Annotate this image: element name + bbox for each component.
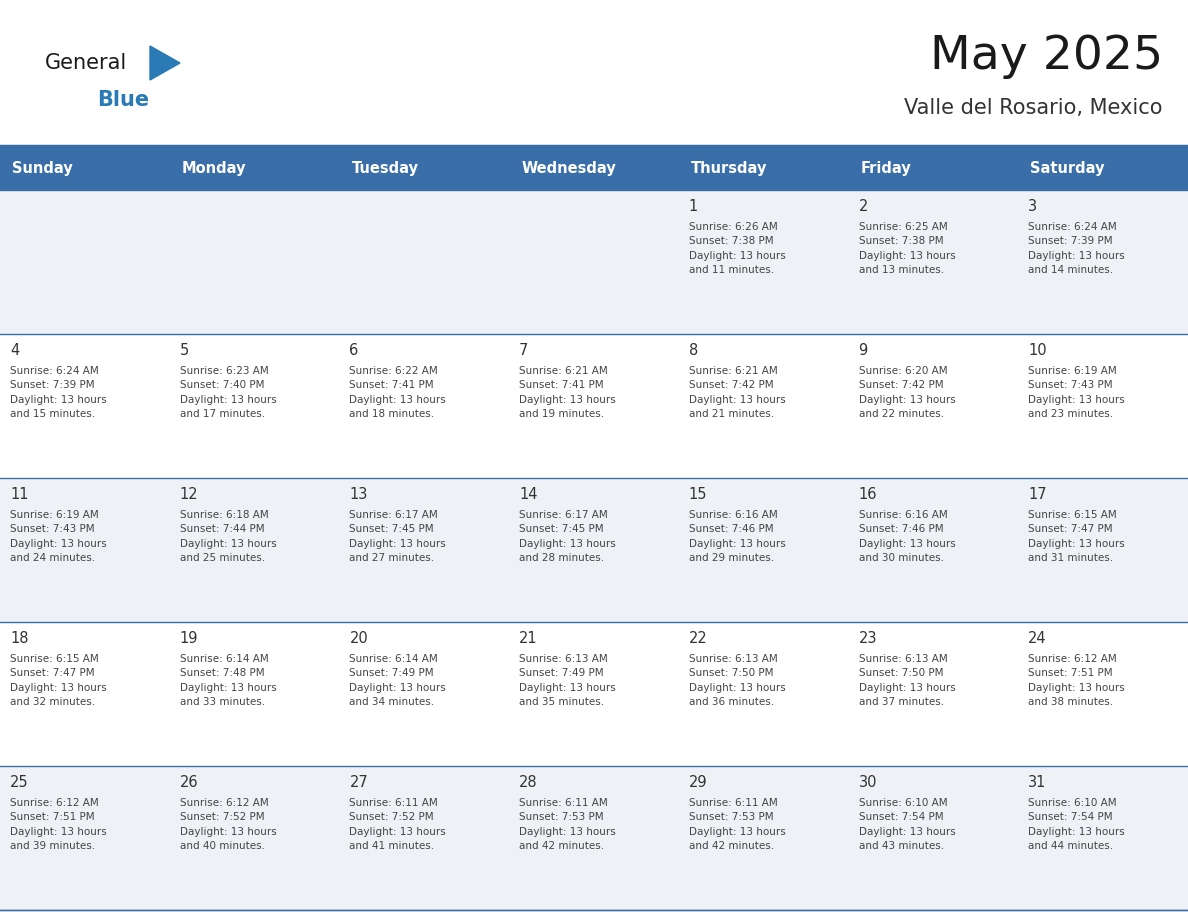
Text: General: General: [45, 53, 127, 73]
Text: 13: 13: [349, 487, 368, 502]
Text: 24: 24: [1029, 631, 1047, 646]
Text: Sunrise: 6:16 AM
Sunset: 7:46 PM
Daylight: 13 hours
and 30 minutes.: Sunrise: 6:16 AM Sunset: 7:46 PM Dayligh…: [859, 510, 955, 564]
Text: Sunrise: 6:10 AM
Sunset: 7:54 PM
Daylight: 13 hours
and 43 minutes.: Sunrise: 6:10 AM Sunset: 7:54 PM Dayligh…: [859, 798, 955, 851]
Text: Sunrise: 6:17 AM
Sunset: 7:45 PM
Daylight: 13 hours
and 27 minutes.: Sunrise: 6:17 AM Sunset: 7:45 PM Dayligh…: [349, 510, 447, 564]
Text: Sunrise: 6:15 AM
Sunset: 7:47 PM
Daylight: 13 hours
and 32 minutes.: Sunrise: 6:15 AM Sunset: 7:47 PM Dayligh…: [10, 654, 107, 707]
Text: Sunrise: 6:24 AM
Sunset: 7:39 PM
Daylight: 13 hours
and 15 minutes.: Sunrise: 6:24 AM Sunset: 7:39 PM Dayligh…: [10, 366, 107, 420]
Text: Blue: Blue: [97, 90, 150, 110]
Text: 3: 3: [1029, 199, 1037, 214]
Text: Valle del Rosario, Mexico: Valle del Rosario, Mexico: [904, 98, 1163, 118]
Text: 27: 27: [349, 775, 368, 790]
Text: Sunrise: 6:14 AM
Sunset: 7:49 PM
Daylight: 13 hours
and 34 minutes.: Sunrise: 6:14 AM Sunset: 7:49 PM Dayligh…: [349, 654, 447, 707]
Text: Sunrise: 6:17 AM
Sunset: 7:45 PM
Daylight: 13 hours
and 28 minutes.: Sunrise: 6:17 AM Sunset: 7:45 PM Dayligh…: [519, 510, 615, 564]
Text: May 2025: May 2025: [930, 33, 1163, 79]
Text: Sunrise: 6:11 AM
Sunset: 7:53 PM
Daylight: 13 hours
and 42 minutes.: Sunrise: 6:11 AM Sunset: 7:53 PM Dayligh…: [519, 798, 615, 851]
Text: 21: 21: [519, 631, 538, 646]
Text: 30: 30: [859, 775, 877, 790]
Text: Monday: Monday: [182, 161, 246, 175]
Text: Sunrise: 6:16 AM
Sunset: 7:46 PM
Daylight: 13 hours
and 29 minutes.: Sunrise: 6:16 AM Sunset: 7:46 PM Dayligh…: [689, 510, 785, 564]
Text: 15: 15: [689, 487, 707, 502]
Text: Sunrise: 6:14 AM
Sunset: 7:48 PM
Daylight: 13 hours
and 33 minutes.: Sunrise: 6:14 AM Sunset: 7:48 PM Dayligh…: [179, 654, 277, 707]
Text: 6: 6: [349, 343, 359, 358]
Text: Thursday: Thursday: [691, 161, 767, 175]
Bar: [0, 766, 1188, 910]
Text: Sunrise: 6:21 AM
Sunset: 7:41 PM
Daylight: 13 hours
and 19 minutes.: Sunrise: 6:21 AM Sunset: 7:41 PM Dayligh…: [519, 366, 615, 420]
Text: Sunrise: 6:13 AM
Sunset: 7:50 PM
Daylight: 13 hours
and 36 minutes.: Sunrise: 6:13 AM Sunset: 7:50 PM Dayligh…: [689, 654, 785, 707]
Text: Sunrise: 6:23 AM
Sunset: 7:40 PM
Daylight: 13 hours
and 17 minutes.: Sunrise: 6:23 AM Sunset: 7:40 PM Dayligh…: [179, 366, 277, 420]
Text: Sunrise: 6:26 AM
Sunset: 7:38 PM
Daylight: 13 hours
and 11 minutes.: Sunrise: 6:26 AM Sunset: 7:38 PM Dayligh…: [689, 222, 785, 275]
Text: Sunrise: 6:22 AM
Sunset: 7:41 PM
Daylight: 13 hours
and 18 minutes.: Sunrise: 6:22 AM Sunset: 7:41 PM Dayligh…: [349, 366, 447, 420]
Text: Sunrise: 6:11 AM
Sunset: 7:52 PM
Daylight: 13 hours
and 41 minutes.: Sunrise: 6:11 AM Sunset: 7:52 PM Dayligh…: [349, 798, 447, 851]
Text: 1: 1: [689, 199, 699, 214]
Text: 8: 8: [689, 343, 699, 358]
Polygon shape: [150, 46, 181, 80]
Text: 19: 19: [179, 631, 198, 646]
Text: 20: 20: [349, 631, 368, 646]
Text: 31: 31: [1029, 775, 1047, 790]
Text: 17: 17: [1029, 487, 1047, 502]
Text: Sunrise: 6:13 AM
Sunset: 7:50 PM
Daylight: 13 hours
and 37 minutes.: Sunrise: 6:13 AM Sunset: 7:50 PM Dayligh…: [859, 654, 955, 707]
Bar: [0, 146, 1188, 190]
Text: Sunrise: 6:19 AM
Sunset: 7:43 PM
Daylight: 13 hours
and 24 minutes.: Sunrise: 6:19 AM Sunset: 7:43 PM Dayligh…: [10, 510, 107, 564]
Text: 11: 11: [10, 487, 29, 502]
Text: 14: 14: [519, 487, 538, 502]
Text: 25: 25: [10, 775, 29, 790]
Text: 7: 7: [519, 343, 529, 358]
Text: Friday: Friday: [860, 161, 911, 175]
Text: Sunrise: 6:25 AM
Sunset: 7:38 PM
Daylight: 13 hours
and 13 minutes.: Sunrise: 6:25 AM Sunset: 7:38 PM Dayligh…: [859, 222, 955, 275]
Bar: [0, 334, 1188, 478]
Text: Sunrise: 6:12 AM
Sunset: 7:51 PM
Daylight: 13 hours
and 39 minutes.: Sunrise: 6:12 AM Sunset: 7:51 PM Dayligh…: [10, 798, 107, 851]
Text: Sunrise: 6:12 AM
Sunset: 7:52 PM
Daylight: 13 hours
and 40 minutes.: Sunrise: 6:12 AM Sunset: 7:52 PM Dayligh…: [179, 798, 277, 851]
Text: Sunrise: 6:12 AM
Sunset: 7:51 PM
Daylight: 13 hours
and 38 minutes.: Sunrise: 6:12 AM Sunset: 7:51 PM Dayligh…: [1029, 654, 1125, 707]
Text: 10: 10: [1029, 343, 1047, 358]
Text: Sunrise: 6:21 AM
Sunset: 7:42 PM
Daylight: 13 hours
and 21 minutes.: Sunrise: 6:21 AM Sunset: 7:42 PM Dayligh…: [689, 366, 785, 420]
Text: Sunrise: 6:13 AM
Sunset: 7:49 PM
Daylight: 13 hours
and 35 minutes.: Sunrise: 6:13 AM Sunset: 7:49 PM Dayligh…: [519, 654, 615, 707]
Text: 5: 5: [179, 343, 189, 358]
Text: 12: 12: [179, 487, 198, 502]
Text: Sunday: Sunday: [12, 161, 72, 175]
Text: 22: 22: [689, 631, 708, 646]
Text: Saturday: Saturday: [1030, 161, 1105, 175]
Text: Tuesday: Tuesday: [352, 161, 418, 175]
Text: 28: 28: [519, 775, 538, 790]
Bar: [0, 478, 1188, 622]
Text: Sunrise: 6:11 AM
Sunset: 7:53 PM
Daylight: 13 hours
and 42 minutes.: Sunrise: 6:11 AM Sunset: 7:53 PM Dayligh…: [689, 798, 785, 851]
Text: 29: 29: [689, 775, 708, 790]
Text: Sunrise: 6:19 AM
Sunset: 7:43 PM
Daylight: 13 hours
and 23 minutes.: Sunrise: 6:19 AM Sunset: 7:43 PM Dayligh…: [1029, 366, 1125, 420]
Text: 16: 16: [859, 487, 877, 502]
Bar: [0, 190, 1188, 334]
Text: 9: 9: [859, 343, 867, 358]
Text: Sunrise: 6:15 AM
Sunset: 7:47 PM
Daylight: 13 hours
and 31 minutes.: Sunrise: 6:15 AM Sunset: 7:47 PM Dayligh…: [1029, 510, 1125, 564]
Text: Sunrise: 6:20 AM
Sunset: 7:42 PM
Daylight: 13 hours
and 22 minutes.: Sunrise: 6:20 AM Sunset: 7:42 PM Dayligh…: [859, 366, 955, 420]
Text: 18: 18: [10, 631, 29, 646]
Text: Wednesday: Wednesday: [522, 161, 615, 175]
Text: 2: 2: [859, 199, 868, 214]
Text: Sunrise: 6:24 AM
Sunset: 7:39 PM
Daylight: 13 hours
and 14 minutes.: Sunrise: 6:24 AM Sunset: 7:39 PM Dayligh…: [1029, 222, 1125, 275]
Text: Sunrise: 6:10 AM
Sunset: 7:54 PM
Daylight: 13 hours
and 44 minutes.: Sunrise: 6:10 AM Sunset: 7:54 PM Dayligh…: [1029, 798, 1125, 851]
Text: 4: 4: [10, 343, 19, 358]
Text: Sunrise: 6:18 AM
Sunset: 7:44 PM
Daylight: 13 hours
and 25 minutes.: Sunrise: 6:18 AM Sunset: 7:44 PM Dayligh…: [179, 510, 277, 564]
Text: 26: 26: [179, 775, 198, 790]
Text: 23: 23: [859, 631, 877, 646]
Bar: [0, 622, 1188, 766]
